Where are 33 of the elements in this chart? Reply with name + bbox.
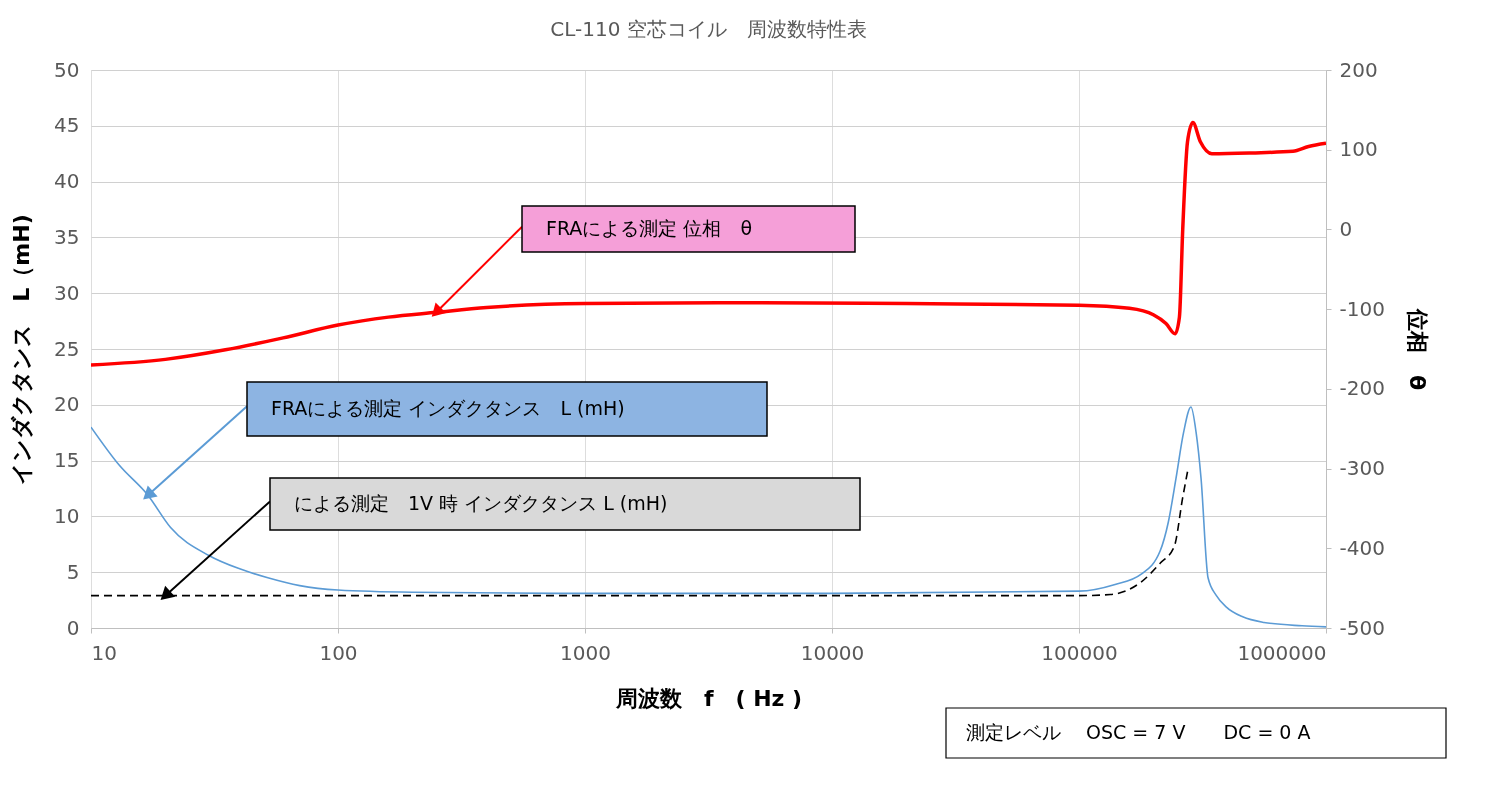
- y2-tick-label: -400: [1339, 535, 1385, 560]
- y-tick-label: 30: [54, 280, 80, 305]
- y-tick-label: 5: [66, 559, 80, 584]
- x-tick-label: 1000: [560, 640, 611, 665]
- y2-axis-title: 位相 θ: [1404, 307, 1430, 391]
- y-tick-label: 50: [54, 57, 80, 82]
- text: 測定レベル OSC = 7 V DC = 0 A: [966, 721, 1311, 743]
- text: FRAによる測定 位相 θ: [546, 217, 753, 239]
- y-tick-label: 10: [54, 503, 80, 528]
- x-tick-label: 100000: [1041, 640, 1118, 665]
- y2-tick-label: 0: [1339, 216, 1353, 241]
- y-tick-label: 25: [54, 336, 80, 361]
- y-axis-title: インダクタンス L（mH): [9, 214, 35, 485]
- y2-tick-label: 100: [1339, 137, 1378, 162]
- chart-title: CL-110 空芯コイル 周波数特性表: [550, 17, 867, 41]
- y2-tick-label: -200: [1339, 376, 1385, 401]
- y2-tick-label: -300: [1339, 456, 1385, 481]
- y2-tick-label: 200: [1339, 57, 1378, 82]
- x-tick-label: 100: [319, 640, 358, 665]
- x-tick-label: 10: [91, 640, 117, 665]
- y-tick-label: 15: [54, 448, 80, 473]
- x-axis-title: 周波数 f ( Hz ): [614, 685, 803, 711]
- x-tick-label: 1000000: [1237, 640, 1327, 665]
- y2-tick-label: -100: [1339, 296, 1385, 321]
- text: FRAによる測定 インダクタンス L (mH): [271, 397, 625, 419]
- y-tick-label: 20: [54, 392, 80, 417]
- y-tick-label: 45: [54, 113, 80, 138]
- x-tick-label: 10000: [800, 640, 865, 665]
- text: による測定 1V 時 インダクタンス L (mH): [294, 492, 668, 514]
- y-tick-label: 0: [66, 615, 80, 640]
- y-tick-label: 35: [54, 224, 80, 249]
- y2-tick-label: -500: [1339, 615, 1385, 640]
- y-tick-label: 40: [54, 169, 80, 194]
